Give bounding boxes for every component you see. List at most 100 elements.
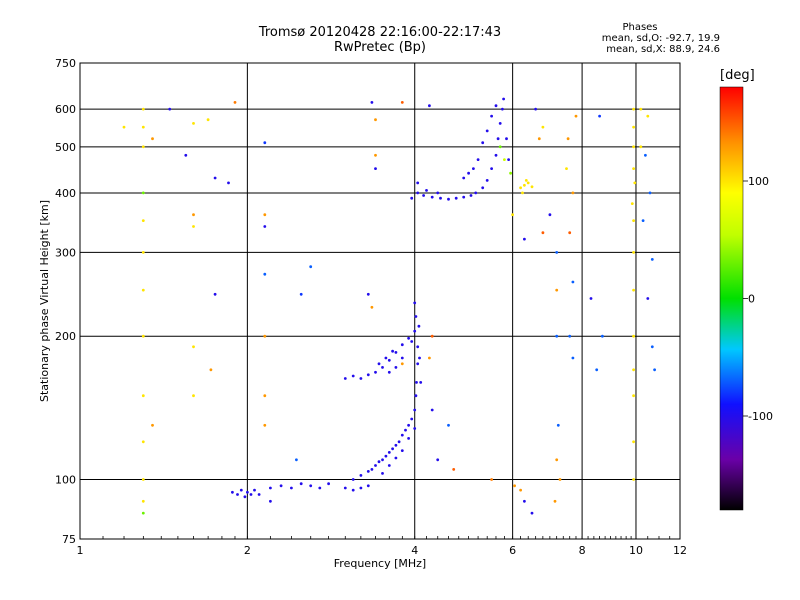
data-point [249,493,253,496]
data-point [632,219,635,223]
data-point [568,231,572,235]
data-point [309,484,313,488]
data-point [359,474,363,477]
data-point [462,176,466,180]
y-tick-label: 500 [55,141,76,154]
data-point [416,181,420,185]
y-tick-label: 75 [62,533,76,546]
data-point [309,265,313,269]
data-point [387,358,391,362]
data-point [632,478,635,481]
data-point [632,288,635,292]
data-point [630,202,634,206]
data-point [632,251,635,254]
colorbar-ticks: 100 0 -100 [743,175,773,423]
data-point [400,449,404,452]
data-point [555,458,559,462]
data-point [541,231,545,235]
data-point [416,362,420,366]
y-tick-label: 300 [55,246,76,259]
x-tick-label: 6 [509,544,516,557]
colorbar-label: [deg] [720,68,755,83]
data-point [439,196,442,200]
phase-stats-o: mean, sd,O: -92.7, 19.9 [601,33,720,44]
data-point [192,345,195,349]
data-point [523,183,526,187]
data-point [462,195,466,199]
data-point [231,490,234,494]
data-point [141,394,145,398]
data-point [494,153,498,157]
data-point [476,158,480,162]
data-point [400,433,404,437]
data-point [410,417,414,421]
x-tick-label: 4 [411,544,418,557]
data-point [209,368,213,372]
data-point [400,343,404,347]
colorbar-tick-label: -100 [748,410,773,423]
chart-subtitle: RwPretec (Bp) [333,40,427,55]
data-point [263,141,267,145]
data-point [641,219,645,223]
colorbar-tick-label: 0 [748,293,755,306]
data-point [650,258,654,261]
data-point [318,486,322,490]
data-point [524,179,528,182]
data-point [505,137,508,141]
data-point [454,196,458,200]
data-point [397,440,401,444]
data-point [646,297,650,300]
data-point [374,167,377,171]
data-point [452,468,456,471]
data-point [243,495,247,499]
data-point [387,451,391,454]
x-tick-label: 12 [673,544,687,557]
data-point [430,195,434,199]
data-point [639,107,643,111]
data-point [377,460,381,464]
data-point [646,114,650,118]
data-point [496,137,500,141]
data-point [428,104,431,108]
data-point [213,176,217,180]
data-point [472,167,475,171]
data-point [534,107,537,111]
data-point [141,251,145,254]
data-point [407,423,410,427]
data-point [417,324,421,328]
data-point [509,171,512,175]
data-point [410,196,414,200]
data-point [141,288,145,292]
data-point [394,366,398,369]
data-point [414,394,418,398]
data-point [141,145,145,149]
data-point [263,394,267,398]
data-point [370,101,374,104]
data-point [269,499,272,503]
data-point [366,470,370,473]
data-point [236,493,239,496]
data-point [639,145,643,149]
data-point [503,158,506,162]
data-point [571,191,575,195]
phase-stats-header: Phases [622,22,658,33]
y-tick-label: 200 [55,330,76,343]
data-point [601,334,604,338]
data-point [246,490,249,494]
data-point [447,423,450,427]
data-point [436,458,440,462]
data-point [436,191,440,195]
data-point [467,171,470,175]
x-tick-label: 1 [77,544,84,557]
data-point [414,315,418,318]
data-point [384,356,388,360]
data-point [141,499,145,503]
data-point [257,493,261,496]
data-point [595,368,599,372]
data-point [425,189,428,192]
data-point [141,440,145,444]
data-point [555,288,559,292]
data-point [418,356,421,360]
data-point [141,334,145,338]
